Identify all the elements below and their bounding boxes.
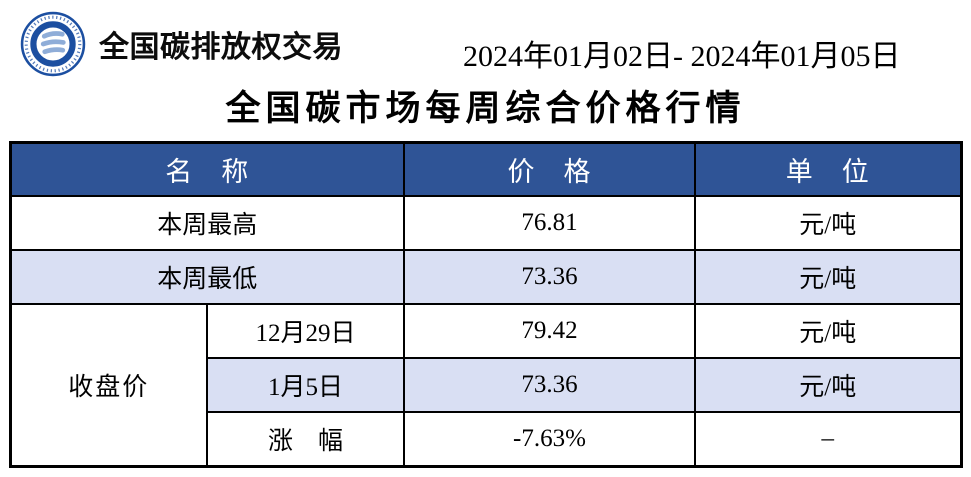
week-low-price: 73.36	[403, 249, 696, 306]
page-title: 全国碳市场每周综合价格行情	[225, 89, 746, 128]
close-jan5-label: 1月5日	[206, 357, 405, 414]
price-table: 名 称 价 格 单 位 本周最高 76.81 元/吨 本周最低 73.36 元/…	[8, 141, 963, 469]
table-row-week-high: 本周最高 76.81 元/吨	[9, 195, 962, 252]
close-dec29-unit: 元/吨	[694, 303, 962, 360]
top-bar: 全国碳排放权交易 2024年01月02日- 2024年01月05日	[0, 0, 971, 82]
week-high-unit: 元/吨	[694, 195, 962, 252]
close-dec29-price: 79.42	[403, 303, 696, 360]
change-value: -7.63%	[403, 411, 696, 468]
table-row-week-low: 本周最低 73.36 元/吨	[9, 249, 962, 306]
week-high-price: 76.81	[403, 195, 696, 252]
week-low-label: 本周最低	[9, 249, 405, 306]
closing-price-group-label: 收盘价	[9, 303, 208, 468]
table-row-close-jan5: 1月5日 73.36 元/吨	[10, 357, 962, 414]
brand: 全国碳排放权交易	[20, 11, 343, 77]
table-row-close-dec29: 收盘价 12月29日 79.42 元/吨	[9, 303, 962, 468]
close-jan5-unit: 元/吨	[694, 357, 962, 414]
table-header-row: 名 称 价 格 单 位	[9, 141, 962, 198]
table-row-change: 涨 幅 -7.63% –	[10, 411, 962, 468]
report-period: 2024年01月02日- 2024年01月05日	[463, 40, 901, 73]
change-label: 涨 幅	[206, 411, 405, 468]
close-jan5-price: 73.36	[403, 357, 696, 414]
column-header-name: 名 称	[9, 141, 405, 198]
week-high-label: 本周最高	[9, 195, 405, 252]
change-unit: –	[694, 411, 962, 468]
column-header-unit: 单 位	[694, 141, 962, 198]
brand-title: 全国碳排放权交易	[99, 31, 343, 64]
column-header-price: 价 格	[403, 141, 696, 198]
week-low-unit: 元/吨	[694, 249, 962, 306]
close-dec29-label: 12月29日	[206, 303, 405, 360]
carbon-exchange-logo-icon	[20, 11, 86, 77]
